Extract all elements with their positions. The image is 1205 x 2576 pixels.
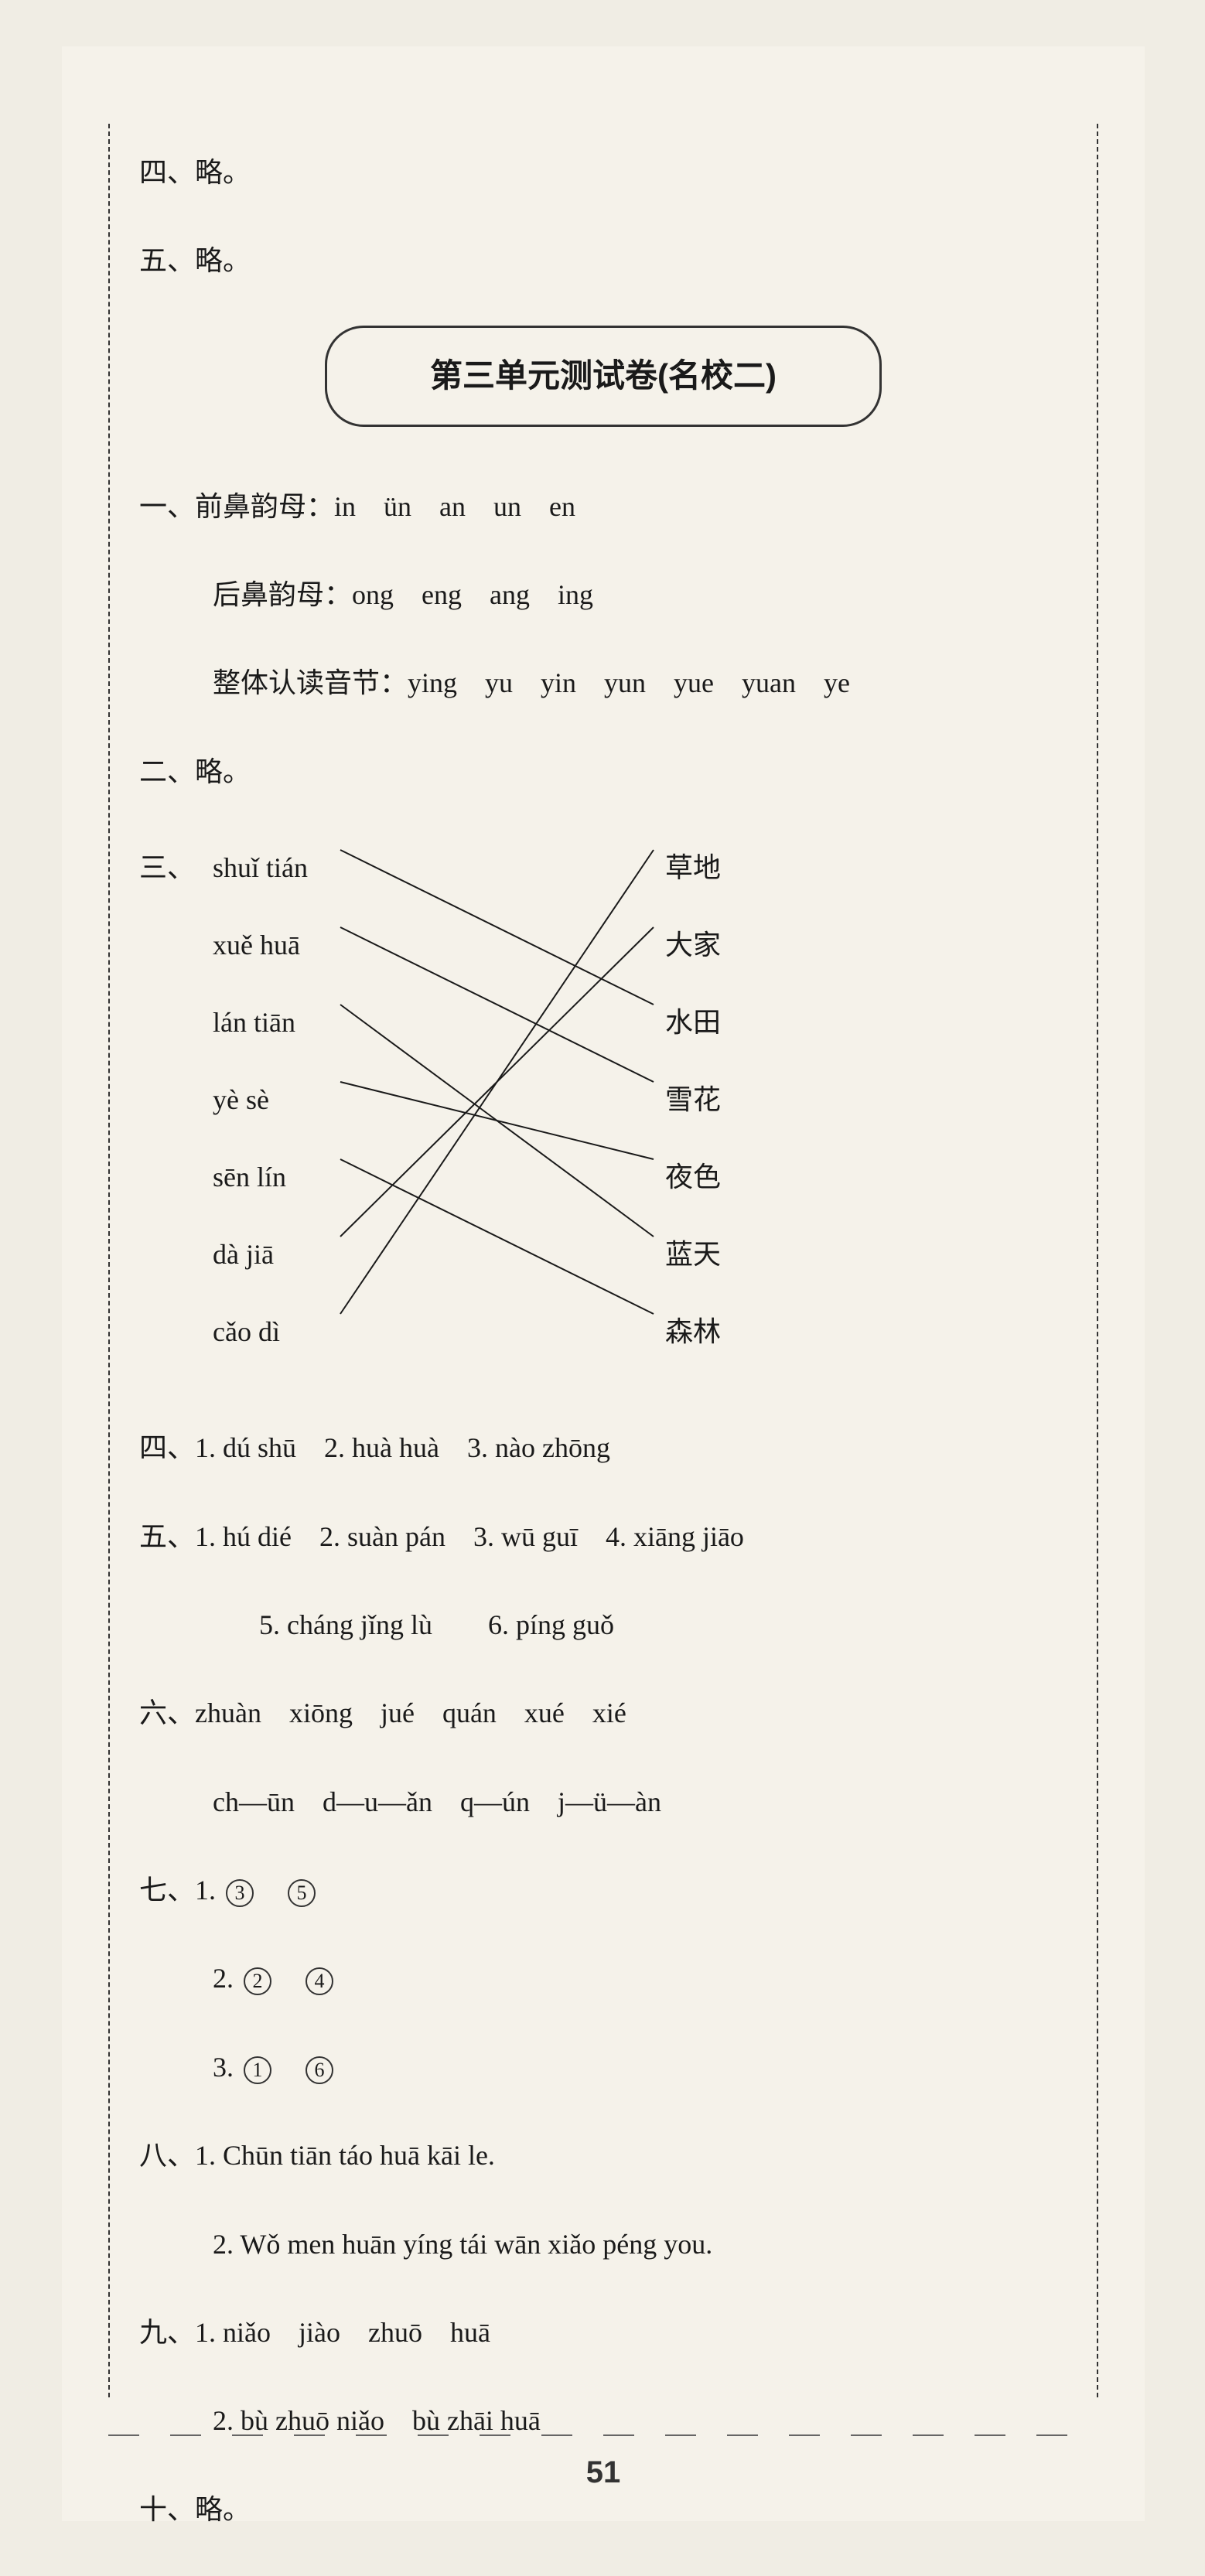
q3-label: 三、: [139, 834, 195, 901]
match-line: [340, 1082, 654, 1159]
match-left-item: xuě huā: [213, 912, 300, 978]
q1-row2-label: 后鼻韵母：: [213, 579, 352, 610]
q7-r3-num: 3.: [213, 2052, 241, 2083]
match-line: [340, 1159, 654, 1314]
q7-row1: 七、1. 3 5: [139, 1857, 1067, 1923]
match-left-item: lán tiān: [213, 989, 295, 1056]
circled-4: 4: [306, 1967, 333, 1995]
match-left-item: cǎo dì: [213, 1298, 280, 1365]
q1-row1: 一、前鼻韵母：in ün an un en: [139, 473, 1067, 540]
match-line: [340, 850, 654, 1005]
q8-row1: 八、1. Chūn tiān táo huā kāi le.: [139, 2122, 1067, 2189]
q9-row1: 九、1. niǎo jiào zhuō huā: [139, 2299, 1067, 2366]
match-left-item: dà jiā: [213, 1221, 274, 1288]
q2-text: 略。: [195, 756, 251, 787]
q1-row3: 整体认读音节：ying yu yin yun yue yuan ye: [139, 650, 1067, 716]
match-line: [340, 850, 654, 1314]
unit-title: 第三单元测试卷(名校二): [325, 326, 882, 427]
circled-6: 6: [306, 2056, 333, 2084]
q1-row2: 后鼻韵母：ong eng ang ing: [139, 561, 1067, 628]
match-right-item: 草地: [665, 834, 721, 901]
q5-label: 五、: [139, 1521, 195, 1552]
q8-label: 八、: [139, 2140, 195, 2171]
left-dashed-border: [108, 124, 110, 2397]
page-number: 51: [586, 2455, 621, 2490]
q9-row1-text: 1. niǎo jiào zhuō huā: [195, 2317, 490, 2348]
q8-row2: 2. Wǒ men huān yíng tái wān xiǎo péng yo…: [139, 2211, 1067, 2277]
match-left-item: sēn lín: [213, 1144, 286, 1210]
right-dashed-border: [1097, 124, 1098, 2397]
match-left-item: shuǐ tián: [213, 834, 308, 901]
bottom-rule: [108, 2434, 1098, 2436]
q1-row1-label: 前鼻韵母：: [195, 491, 334, 522]
page: 四、略。 五、略。 第三单元测试卷(名校二) 一、前鼻韵母：in ün an u…: [62, 46, 1145, 2521]
q1-label: 一、: [139, 491, 195, 522]
q1-row2-items: ong eng ang ing: [352, 579, 593, 610]
circled-2: 2: [244, 1967, 271, 1995]
q1-row1-items: in ün an un en: [334, 491, 575, 522]
q5-row1-text: 1. hú dié 2. suàn pán 3. wū guī 4. xiāng…: [195, 1521, 744, 1552]
q10-text: 略。: [195, 2494, 251, 2525]
q7-label: 七、: [139, 1875, 195, 1906]
q7-row3: 3. 1 6: [139, 2034, 1067, 2100]
q6-row2: ch—ūn d—u—ǎn q—ún j—ü—àn: [139, 1769, 1067, 1835]
q6-row1-text: zhuàn xiōng jué quán xué xié: [195, 1697, 626, 1728]
q4-text: 1. dú shū 2. huà huà 3. nào zhōng: [195, 1432, 610, 1463]
match-left-item: yè sè: [213, 1066, 269, 1133]
q2: 二、略。: [139, 739, 1067, 805]
match-right-item: 雪花: [665, 1066, 721, 1133]
circled-1: 1: [244, 2056, 271, 2084]
q4: 四、1. dú shū 2. huà huà 3. nào zhōng: [139, 1414, 1067, 1481]
prev-q4: 四、略。: [139, 139, 1067, 206]
q8-row1-text: 1. Chūn tiān táo huā kāi le.: [195, 2140, 495, 2171]
q1-row3-label: 整体认读音节：: [213, 667, 408, 698]
q3-matching: shuǐ tián xuě huā lán tiān yè sè sēn lín dà j…: [139, 827, 1067, 1384]
q5-row1: 五、1. hú dié 2. suàn pán 3. wū guī 4. xiā…: [139, 1503, 1067, 1570]
q2-label: 二、: [139, 756, 195, 787]
q7-r1-num: 1.: [195, 1875, 223, 1906]
q6-row1: 六、zhuàn xiōng jué quán xué xié: [139, 1680, 1067, 1746]
q10-label: 十、: [139, 2494, 195, 2525]
q9-label: 九、: [139, 2317, 195, 2348]
q5-row2: 5. cháng jǐng lù 6. píng guǒ: [139, 1592, 1067, 1658]
match-right-item: 森林: [665, 1298, 721, 1365]
prev-q5: 五、略。: [139, 227, 1067, 294]
circled-5: 5: [288, 1879, 316, 1907]
q6-label: 六、: [139, 1697, 195, 1728]
q1-row3-items: ying yu yin yun yue yuan ye: [408, 667, 850, 698]
circled-3: 3: [226, 1879, 254, 1907]
q7-r2-num: 2.: [213, 1963, 241, 1994]
match-right-item: 水田: [665, 989, 721, 1056]
match-right-item: 大家: [665, 912, 721, 978]
content-body: 四、略。 五、略。 第三单元测试卷(名校二) 一、前鼻韵母：in ün an u…: [139, 139, 1067, 2543]
q4-label: 四、: [139, 1432, 195, 1463]
match-right-item: 蓝天: [665, 1221, 721, 1288]
q9-row2: 2. bù zhuō niǎo bù zhāi huā: [139, 2387, 1067, 2454]
match-line: [340, 927, 654, 1082]
match-right-item: 夜色: [665, 1144, 721, 1210]
q7-row2: 2. 2 4: [139, 1945, 1067, 2011]
